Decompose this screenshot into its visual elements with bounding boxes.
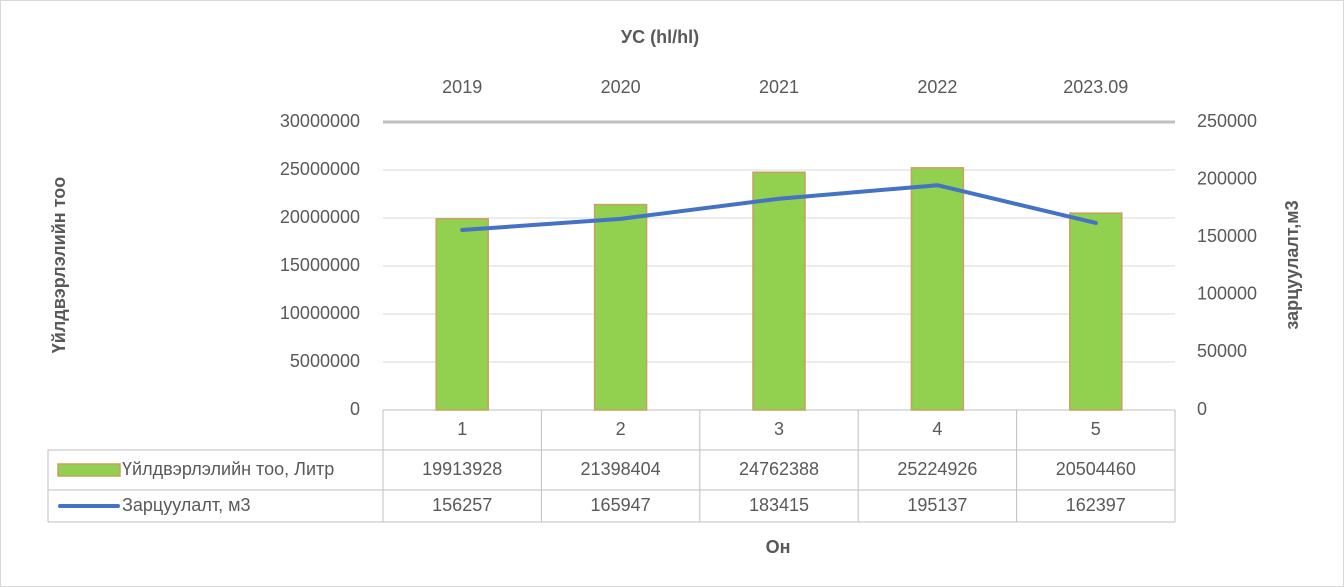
y2-axis-title: зарцуулалт,м3 [1282, 200, 1302, 329]
legend-key [57, 463, 121, 477]
table-value: 20504460 [1056, 459, 1136, 479]
legend-label: Зарцуулалт, м3 [122, 495, 250, 515]
x-axis-title: Он [766, 537, 791, 557]
y-axis-title: Үйлдвэрлэлийн тоо [49, 177, 69, 353]
x-tick-label: 4 [932, 419, 942, 439]
bar [435, 218, 489, 411]
bar [1069, 212, 1123, 411]
top-category-label: 2019 [442, 77, 482, 97]
y-tick-label: 25000000 [280, 159, 360, 179]
y-tick-label: 30000000 [280, 111, 360, 131]
y2-tick-label: 200000 [1197, 168, 1257, 188]
x-tick-label: 2 [616, 419, 626, 439]
legend-label: Үйлдвэрлэлийн тоо, Литр [122, 459, 334, 479]
y-tick-label: 20000000 [280, 207, 360, 227]
table-value: 25224926 [897, 459, 977, 479]
y2-tick-label: 250000 [1197, 111, 1257, 131]
y-tick-label: 5000000 [290, 351, 360, 371]
top-category-label: 2021 [759, 77, 799, 97]
y2-tick-label: 0 [1197, 399, 1207, 419]
table-value: 24762388 [739, 459, 819, 479]
y2-tick-label: 100000 [1197, 284, 1257, 304]
bar [593, 203, 648, 411]
bar [752, 171, 806, 411]
x-tick-label: 1 [457, 419, 467, 439]
table-value: 165947 [591, 495, 651, 515]
y2-tick-label: 150000 [1197, 226, 1257, 246]
x-tick-label: 5 [1091, 419, 1101, 439]
y2-tick-label: 50000 [1197, 341, 1247, 361]
line [460, 183, 1098, 232]
table-value: 156257 [432, 495, 492, 515]
table-value: 21398404 [581, 459, 661, 479]
table-value: 162397 [1066, 495, 1126, 515]
top-category-label: 2022 [917, 77, 957, 97]
bar [910, 167, 965, 411]
top-category-label: 2020 [601, 77, 641, 97]
table-value: 195137 [907, 495, 967, 515]
x-tick-label: 3 [774, 419, 784, 439]
y-tick-label: 10000000 [280, 303, 360, 323]
top-category-label: 2023.09 [1063, 77, 1128, 97]
table-value: 19913928 [422, 459, 502, 479]
table-value: 183415 [749, 495, 809, 515]
chart-title: УС (hl/hl) [621, 27, 699, 47]
y-tick-label: 15000000 [280, 255, 360, 275]
y-tick-label: 0 [350, 399, 360, 419]
